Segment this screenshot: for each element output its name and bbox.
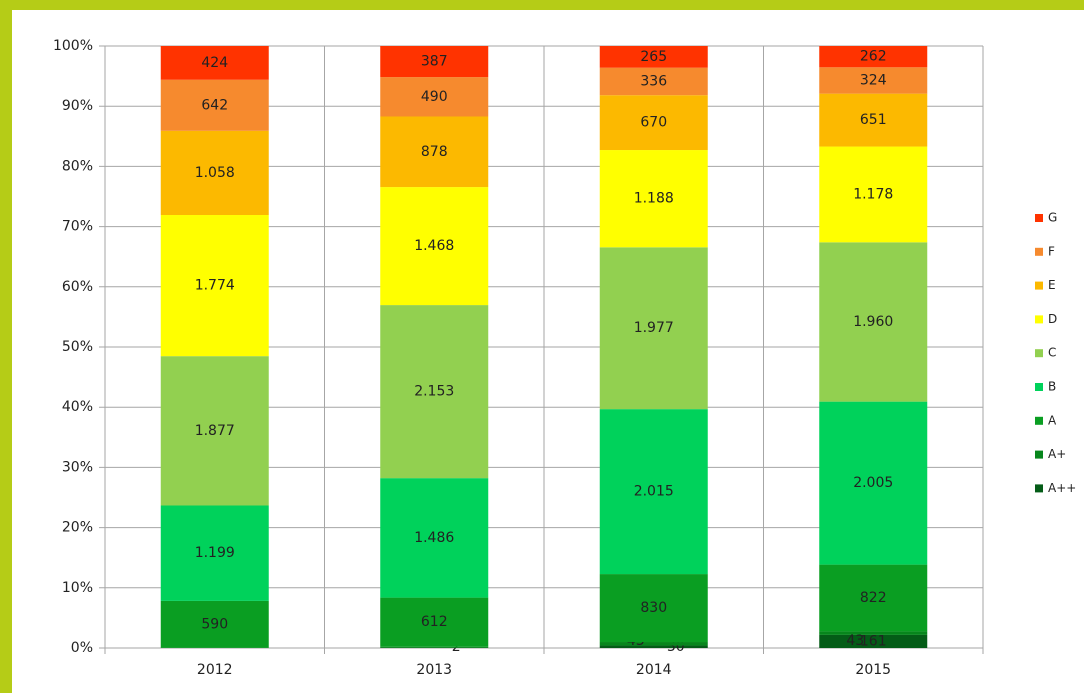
bar-segment bbox=[160, 600, 269, 648]
bar-segment bbox=[819, 631, 928, 635]
bar-segment bbox=[380, 77, 489, 117]
bar-segment bbox=[599, 574, 708, 643]
legend-label: C bbox=[1048, 346, 1056, 360]
y-tick-label: 0% bbox=[71, 640, 93, 656]
bar-segment bbox=[819, 242, 928, 402]
y-tick-label: 40% bbox=[62, 399, 93, 415]
y-tick-label: 90% bbox=[62, 98, 93, 114]
data-label: 324 bbox=[860, 72, 887, 88]
y-tick-label: 70% bbox=[62, 219, 93, 235]
legend-swatch bbox=[1035, 214, 1043, 222]
bar-segment bbox=[380, 305, 489, 479]
legend-swatch bbox=[1035, 247, 1043, 256]
data-label: 2.015 bbox=[634, 484, 674, 500]
legend-swatch bbox=[1035, 383, 1043, 391]
bar-segment bbox=[599, 247, 708, 410]
legend-label: D bbox=[1048, 312, 1057, 326]
bar-segment bbox=[819, 634, 928, 648]
data-label: 651 bbox=[860, 112, 887, 128]
legend-label: E bbox=[1048, 278, 1056, 292]
legend-label: G bbox=[1048, 211, 1057, 225]
data-label: 1.960 bbox=[853, 314, 893, 330]
legend-label: A++ bbox=[1048, 481, 1076, 495]
bar-segment bbox=[380, 478, 489, 598]
data-label: 1.774 bbox=[195, 278, 235, 294]
bar-segment bbox=[380, 46, 489, 78]
bar-segment bbox=[160, 79, 269, 131]
x-tick-label: 2014 bbox=[636, 662, 672, 678]
bar-segment bbox=[599, 150, 708, 248]
bar-segment bbox=[160, 46, 269, 80]
data-label: 1.178 bbox=[853, 186, 893, 202]
data-label: 590 bbox=[201, 616, 228, 632]
data-label: 642 bbox=[201, 97, 228, 113]
bar-segment bbox=[599, 409, 708, 575]
bar-segment bbox=[599, 645, 708, 648]
legend-swatch bbox=[1035, 349, 1043, 358]
data-label: 1.058 bbox=[195, 165, 235, 181]
data-label: 43 bbox=[846, 633, 864, 649]
bar-segment bbox=[819, 401, 928, 565]
bar-segment bbox=[380, 116, 489, 188]
bar-segment bbox=[380, 187, 489, 306]
bar-segment bbox=[160, 214, 269, 357]
bar-segment bbox=[599, 95, 708, 151]
bar-segment bbox=[819, 46, 928, 68]
legend-swatch bbox=[1035, 416, 1043, 425]
legend-label: A+ bbox=[1048, 447, 1066, 461]
data-label: 830 bbox=[640, 600, 667, 616]
bar-segment bbox=[819, 93, 928, 147]
bar-segment bbox=[160, 130, 269, 215]
data-label: 424 bbox=[201, 55, 228, 71]
data-label: 1.199 bbox=[195, 545, 235, 561]
bar-segment bbox=[599, 46, 708, 68]
legend-label: B bbox=[1048, 380, 1056, 394]
data-label: 336 bbox=[640, 73, 667, 89]
data-label: 1.877 bbox=[195, 423, 235, 439]
bar-segment bbox=[819, 146, 928, 243]
data-label: 670 bbox=[640, 115, 667, 131]
bar-segment bbox=[160, 505, 269, 601]
data-label: 612 bbox=[421, 614, 448, 630]
bar-segment bbox=[380, 597, 489, 647]
data-label: 822 bbox=[860, 590, 887, 606]
legend-swatch bbox=[1035, 450, 1043, 459]
data-label: 490 bbox=[421, 89, 448, 105]
data-label: 387 bbox=[421, 54, 448, 70]
y-tick-label: 60% bbox=[62, 279, 93, 295]
y-tick-label: 10% bbox=[62, 580, 93, 596]
y-tick-label: 50% bbox=[62, 339, 93, 355]
legend-swatch bbox=[1035, 281, 1043, 290]
y-tick-label: 100% bbox=[53, 38, 93, 54]
x-tick-label: 2013 bbox=[416, 662, 452, 678]
data-label: 1.977 bbox=[634, 320, 674, 336]
legend-swatch bbox=[1035, 484, 1043, 493]
y-tick-label: 80% bbox=[62, 158, 93, 174]
bar-segment bbox=[599, 642, 708, 646]
data-label: 1.188 bbox=[634, 191, 674, 207]
bar-segment bbox=[819, 564, 928, 632]
x-tick-label: 2015 bbox=[855, 662, 891, 678]
legend-label: A bbox=[1048, 413, 1057, 427]
data-label: 2.153 bbox=[414, 384, 454, 400]
bar-segment bbox=[160, 356, 269, 506]
data-label: 265 bbox=[640, 49, 667, 65]
bar-segment bbox=[380, 646, 489, 648]
data-label: 161 bbox=[860, 633, 887, 649]
bar-segment bbox=[819, 67, 928, 94]
data-label: 878 bbox=[421, 144, 448, 160]
x-tick-label: 2012 bbox=[197, 662, 233, 678]
legend-label: F bbox=[1048, 244, 1055, 258]
legend-swatch bbox=[1035, 315, 1043, 324]
data-label: 2.005 bbox=[853, 475, 893, 491]
data-label: 1.486 bbox=[414, 530, 454, 546]
y-tick-label: 30% bbox=[62, 459, 93, 475]
bar-segment bbox=[599, 67, 708, 96]
y-tick-label: 20% bbox=[62, 520, 93, 536]
data-label: 1.468 bbox=[414, 238, 454, 254]
data-label: 262 bbox=[860, 49, 887, 65]
